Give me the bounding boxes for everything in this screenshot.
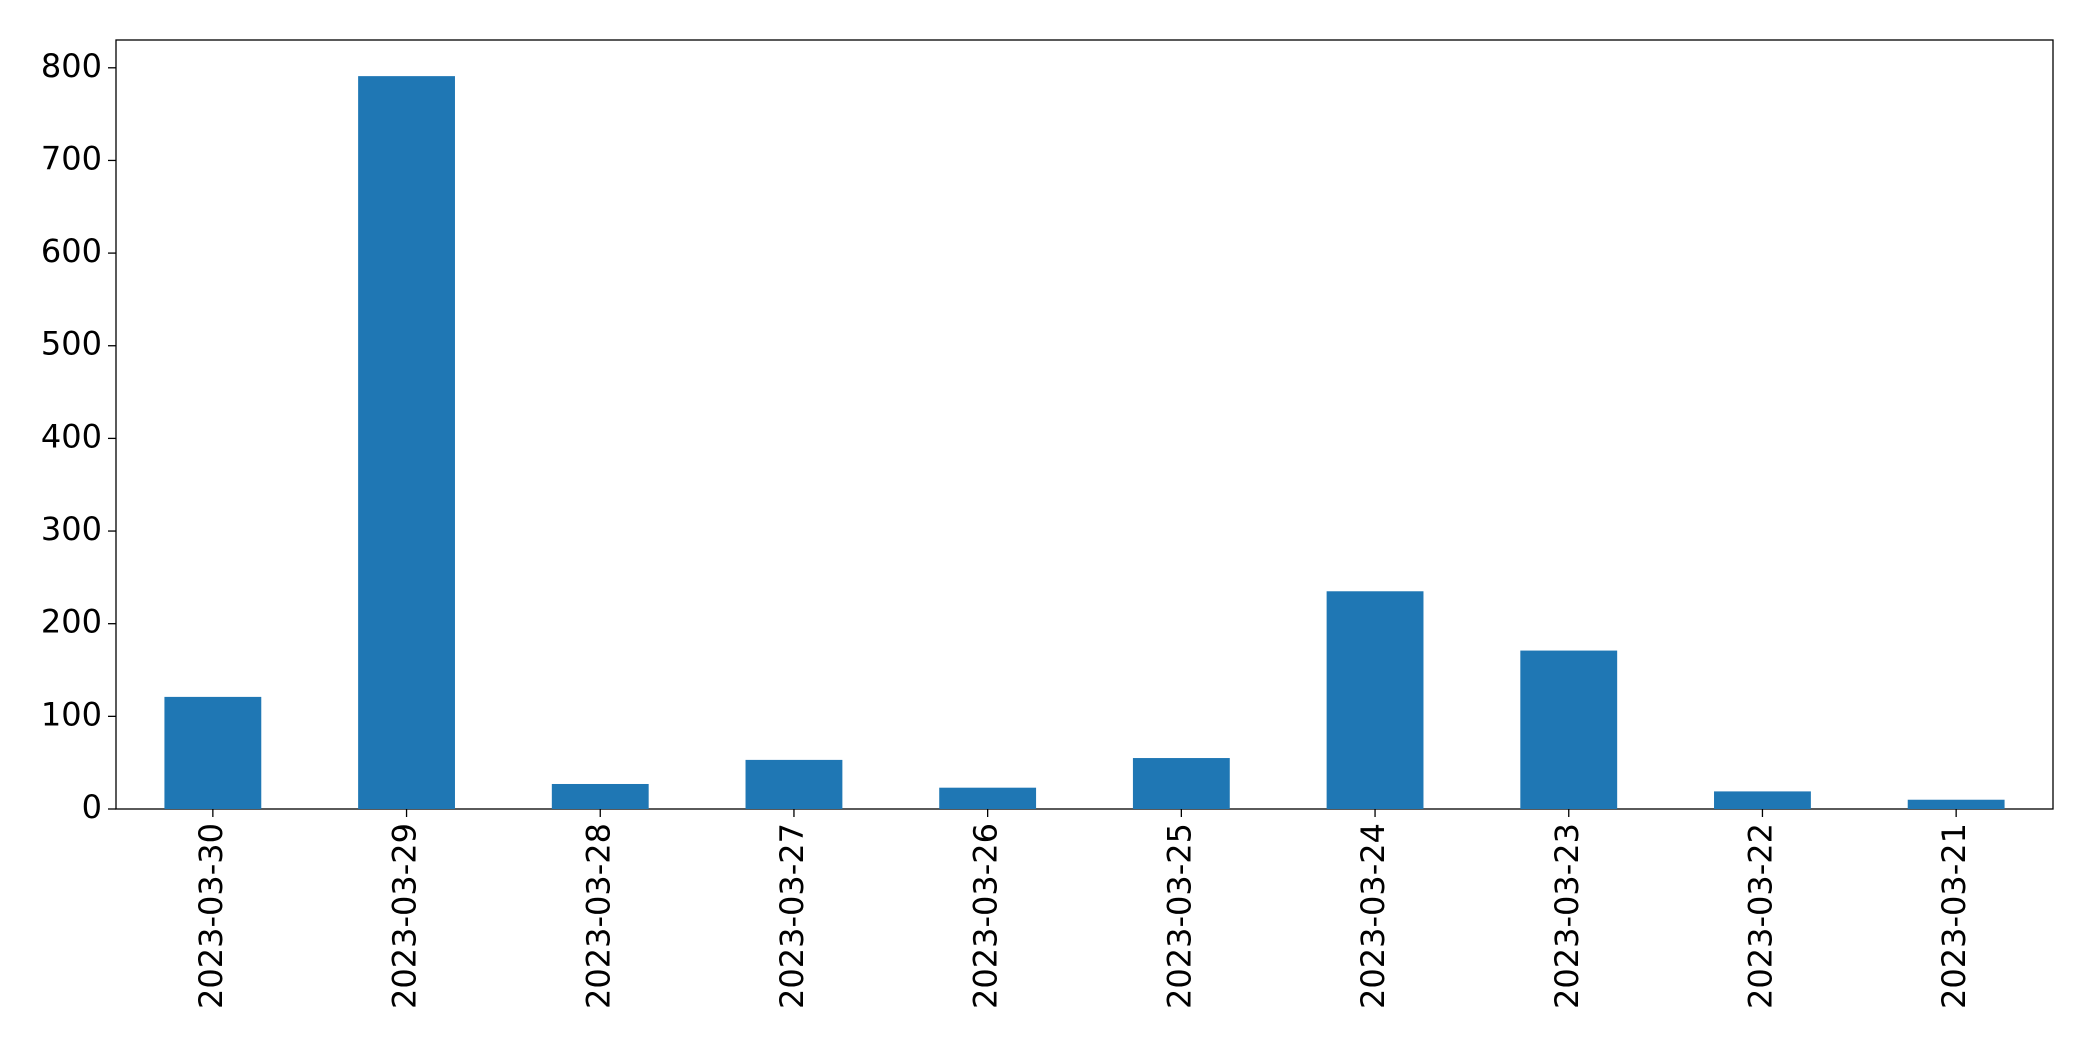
y-tick-label: 200 bbox=[41, 603, 102, 641]
bar bbox=[1326, 591, 1424, 809]
bar bbox=[939, 787, 1037, 809]
x-tick-label: 2023-03-24 bbox=[1354, 823, 1392, 1009]
bar bbox=[358, 76, 455, 810]
x-tick-label: 2023-03-21 bbox=[1935, 823, 1973, 1009]
y-tick-label: 400 bbox=[41, 417, 102, 455]
y-tick-label: 0 bbox=[82, 788, 102, 826]
y-tick-label: 800 bbox=[41, 47, 102, 85]
bar bbox=[1132, 758, 1230, 809]
x-tick-label: 2023-03-30 bbox=[192, 823, 230, 1009]
x-tick-label: 2023-03-28 bbox=[579, 823, 617, 1009]
bar bbox=[1714, 791, 1811, 809]
bar bbox=[551, 783, 649, 809]
y-tick-label: 600 bbox=[41, 232, 102, 270]
bar bbox=[1520, 650, 1618, 809]
y-tick-label: 100 bbox=[41, 695, 102, 733]
y-tick-label: 700 bbox=[41, 139, 102, 177]
x-tick-label: 2023-03-25 bbox=[1160, 823, 1198, 1009]
x-tick-label: 2023-03-27 bbox=[773, 823, 811, 1009]
y-tick-label: 300 bbox=[41, 510, 102, 548]
bar bbox=[164, 696, 262, 809]
plot-frame bbox=[115, 39, 2054, 810]
bar bbox=[1907, 799, 2005, 809]
x-tick-label: 2023-03-22 bbox=[1741, 823, 1779, 1009]
y-tick-label: 500 bbox=[41, 325, 102, 363]
x-tick-label: 2023-03-26 bbox=[967, 823, 1005, 1009]
bar bbox=[745, 759, 843, 809]
x-tick-label: 2023-03-23 bbox=[1548, 823, 1586, 1009]
x-tick-label: 2023-03-29 bbox=[386, 823, 424, 1009]
